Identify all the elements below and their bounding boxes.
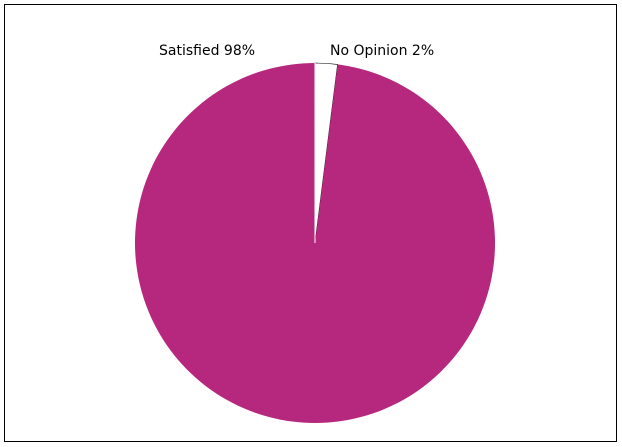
- slice-label-no-opinion: No Opinion 2%: [330, 43, 434, 59]
- slice-label-satisfied: Satisfied 98%: [159, 43, 255, 59]
- pie-slices: [134, 62, 495, 423]
